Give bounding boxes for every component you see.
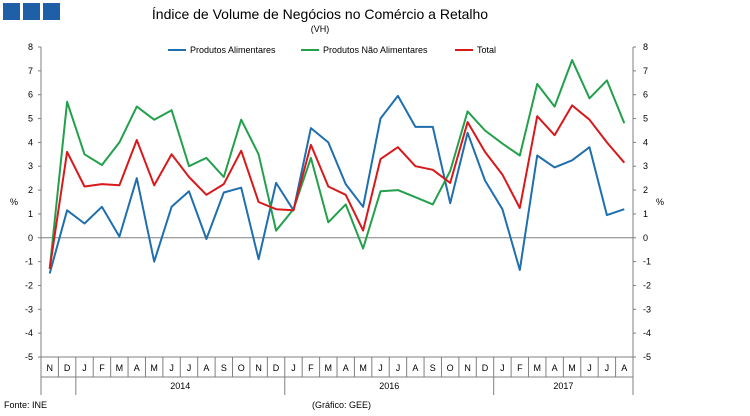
x-tick-label: D [482,363,489,373]
y-tick-label-right: 0 [643,233,648,243]
chart-legend: Produtos Alimentares Produtos Não Aliment… [168,45,496,55]
x-tick-label: J [169,363,174,373]
y-tick-label-right: -5 [643,352,651,362]
x-tick-label: F [517,363,523,373]
y-tick-label-right: 6 [643,90,648,100]
x-tick-label: M [533,363,541,373]
chart-subtitle: (VH) [310,24,330,34]
x-tick-label: S [430,363,436,373]
y-tick-label-left: -5 [25,352,33,362]
x-tick-label: D [273,363,280,373]
x-tick-label: S [221,363,227,373]
chart-credit: (Gráfico: GEE) [312,400,372,410]
x-tick-label: A [203,363,209,373]
y-tick-label-left: 4 [28,137,33,147]
y-tick-label-left: -4 [25,328,33,338]
x-tick-label: J [396,363,401,373]
y-tick-label-left: 2 [28,185,33,195]
x-tick-label: J [605,363,610,373]
legend-label-3: Total [477,45,496,55]
year-label: 2017 [553,381,573,391]
y-tick-label-left: -3 [25,304,33,314]
x-tick-label: J [291,363,296,373]
y-tick-label-right: 3 [643,161,648,171]
y-axis-label-right: % [656,197,664,207]
y-tick-label-left: -2 [25,280,33,290]
x-tick-label: M [359,363,367,373]
x-tick-label: O [238,363,245,373]
y-tick-label-right: 5 [643,114,648,124]
y-tick-label-right: -3 [643,304,651,314]
x-tick-label: M [150,363,158,373]
logo-block-1 [3,3,20,20]
x-tick-label: J [500,363,505,373]
year-label: 2016 [379,381,399,391]
x-tick-label: D [64,363,71,373]
year-label: 2014 [170,381,190,391]
y-tick-label-left: 0 [28,233,33,243]
series-lines [48,59,626,274]
chart-axes [40,47,634,395]
y-tick-label-right: 1 [643,209,648,219]
y-tick-label-left: 1 [28,209,33,219]
y-tick-label-right: 2 [643,185,648,195]
series-line-2 [48,59,626,269]
y-tick-label-left: -1 [25,257,33,267]
x-tick-label: N [46,363,53,373]
y-tick-label-left: 5 [28,114,33,124]
chart-title: Índice de Volume de Negócios no Comércio… [151,6,489,22]
logo-block-3 [43,3,60,20]
y-tick-label-right: 8 [643,42,648,52]
x-tick-label: J [587,363,592,373]
x-tick-label: A [412,363,418,373]
source-note: Fonte: INE [4,400,48,410]
series-line-1 [48,94,625,274]
y-axis-label-left: % [10,197,18,207]
x-tick-label: M [325,363,333,373]
y-tick-label-left: 7 [28,66,33,76]
legend-label-2: Produtos Não Alimentares [323,45,428,55]
x-tick-label: F [99,363,105,373]
x-tick-label: F [308,363,314,373]
x-tick-label: J [378,363,383,373]
legend-label-1: Produtos Alimentares [190,45,276,55]
y-tick-label-left: 3 [28,161,33,171]
x-tick-label: J [187,363,192,373]
x-tick-label: A [552,363,558,373]
axis-ticks: -5 -5 -4 -4 -3 -3 -2 -2 -1 -1 0 0 1 1 2 2 3 3 4 4 5 5 6 6 7 7 8 8%%… [10,42,664,395]
y-tick-label-right: 7 [643,66,648,76]
y-tick-label-right: 4 [643,137,648,147]
x-tick-label: O [447,363,454,373]
y-tick-label-right: -4 [643,328,651,338]
x-tick-label: M [116,363,124,373]
series-line-3 [48,104,626,269]
x-tick-label: A [134,363,140,373]
x-tick-label: M [568,363,576,373]
y-tick-label-right: -1 [643,257,651,267]
y-tick-label-right: -2 [643,280,651,290]
y-tick-label-left: 6 [28,90,33,100]
y-tick-label-left: 8 [28,42,33,52]
x-tick-label: A [621,363,627,373]
x-tick-label: J [82,363,87,373]
x-tick-label: N [255,363,262,373]
logo-block-2 [23,3,40,20]
x-tick-label: A [343,363,349,373]
x-tick-label: N [464,363,471,373]
